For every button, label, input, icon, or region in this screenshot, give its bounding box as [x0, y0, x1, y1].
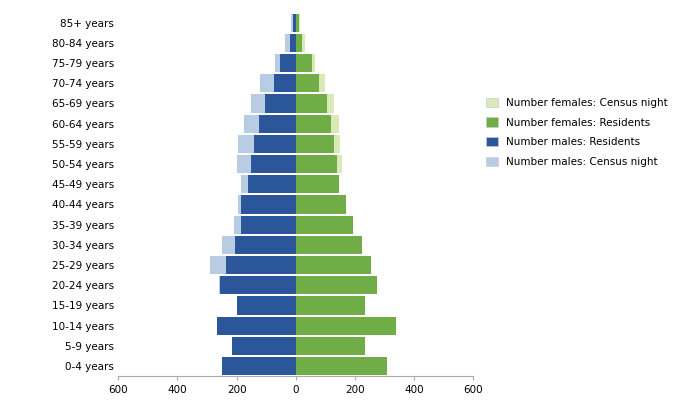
Bar: [248, 175, 296, 194]
Bar: [264, 94, 296, 112]
Bar: [210, 256, 296, 274]
Bar: [259, 115, 296, 133]
Bar: [296, 115, 339, 133]
Bar: [266, 316, 296, 335]
Bar: [219, 276, 296, 294]
Bar: [241, 175, 296, 194]
Bar: [221, 276, 296, 294]
Bar: [296, 195, 339, 214]
Bar: [237, 296, 296, 315]
Bar: [296, 216, 343, 234]
Bar: [296, 175, 339, 194]
Bar: [237, 155, 296, 173]
Bar: [260, 74, 296, 92]
Bar: [296, 94, 327, 112]
Bar: [296, 337, 365, 355]
Legend: Number females: Census night, Number females: Residents, Number males: Residents: Number females: Census night, Number fem…: [486, 98, 668, 167]
Bar: [296, 256, 364, 274]
Bar: [266, 337, 296, 355]
Bar: [296, 13, 300, 32]
Bar: [238, 135, 296, 153]
Bar: [275, 54, 296, 72]
Bar: [296, 155, 337, 173]
Bar: [296, 276, 377, 294]
Bar: [296, 54, 312, 72]
Bar: [296, 13, 299, 32]
Bar: [222, 236, 296, 254]
Bar: [296, 337, 312, 355]
Bar: [296, 94, 334, 112]
Bar: [293, 13, 296, 32]
Bar: [296, 236, 356, 254]
Bar: [263, 357, 296, 375]
Bar: [296, 74, 325, 92]
Bar: [238, 195, 296, 214]
Bar: [217, 316, 296, 335]
Bar: [296, 296, 365, 315]
Bar: [251, 94, 296, 112]
Bar: [280, 54, 296, 72]
Bar: [296, 296, 317, 315]
Bar: [241, 195, 296, 214]
Bar: [226, 256, 296, 274]
Bar: [296, 115, 331, 133]
Bar: [296, 316, 318, 335]
Bar: [266, 296, 296, 315]
Bar: [296, 236, 363, 254]
Bar: [234, 216, 296, 234]
Bar: [296, 155, 342, 173]
Bar: [296, 34, 305, 52]
Bar: [296, 316, 397, 335]
Bar: [296, 34, 302, 52]
Bar: [296, 175, 337, 194]
Bar: [292, 13, 296, 32]
Bar: [244, 115, 296, 133]
Bar: [232, 337, 296, 355]
Bar: [285, 34, 296, 52]
Bar: [296, 135, 334, 153]
Bar: [296, 216, 354, 234]
Bar: [251, 155, 296, 173]
Bar: [296, 276, 371, 294]
Bar: [241, 216, 296, 234]
Bar: [296, 195, 346, 214]
Bar: [274, 74, 296, 92]
Bar: [296, 256, 371, 274]
Bar: [296, 357, 388, 375]
Bar: [255, 135, 296, 153]
Bar: [222, 357, 296, 375]
Bar: [296, 357, 317, 375]
Bar: [290, 34, 296, 52]
Bar: [235, 236, 296, 254]
Bar: [296, 135, 340, 153]
Bar: [296, 74, 319, 92]
Bar: [296, 54, 315, 72]
